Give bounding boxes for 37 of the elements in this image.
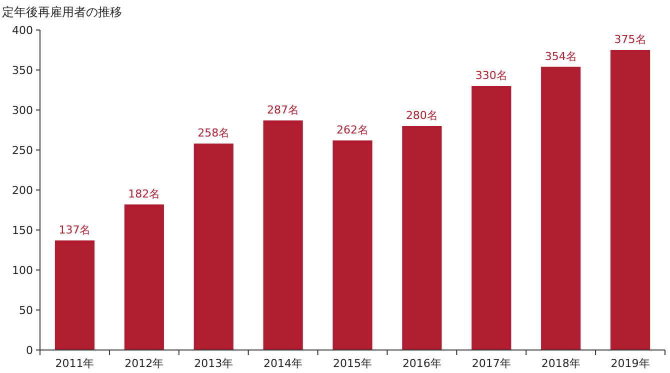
data-label: 182名: [128, 187, 160, 200]
y-tick-label: 350: [12, 64, 33, 77]
data-label: 137名: [58, 223, 91, 236]
chart-title: 定年後再雇用者の推移: [2, 5, 122, 19]
y-tick-label: 150: [12, 224, 33, 237]
data-label: 354名: [544, 50, 577, 63]
y-tick-label: 400: [12, 24, 33, 37]
bar: [610, 50, 650, 350]
bar: [541, 66, 581, 350]
x-tick-label: 2018年: [541, 357, 580, 370]
data-label: 375名: [614, 33, 646, 46]
data-label: 330名: [475, 69, 508, 82]
y-tick-label: 200: [12, 184, 33, 197]
x-tick-label: 2019年: [610, 357, 650, 370]
x-tick-label: 2014年: [264, 357, 303, 370]
x-tick-label: 2011年: [55, 357, 94, 370]
y-tick-label: 100: [12, 264, 33, 277]
data-label: 280名: [406, 109, 438, 122]
y-tick-label: 300: [12, 104, 33, 117]
data-label: 262名: [336, 123, 368, 136]
x-tick-label: 2016年: [402, 357, 442, 370]
y-tick-label: 50: [19, 304, 33, 317]
y-tick-label: 0: [26, 344, 33, 357]
bar: [472, 86, 512, 350]
data-label: 258名: [198, 126, 230, 140]
x-tick-label: 2013年: [194, 357, 234, 370]
y-tick-label: 250: [12, 144, 33, 157]
bar: [402, 126, 442, 350]
bar: [263, 120, 303, 350]
bar: [54, 240, 95, 350]
bar: [332, 140, 372, 350]
x-tick-label: 2012年: [124, 357, 164, 370]
x-tick-label: 2017年: [472, 357, 511, 370]
x-tick-label: 2015年: [333, 357, 372, 370]
data-label: 287名: [267, 103, 300, 116]
bar: [124, 204, 164, 350]
bar: [194, 144, 234, 350]
